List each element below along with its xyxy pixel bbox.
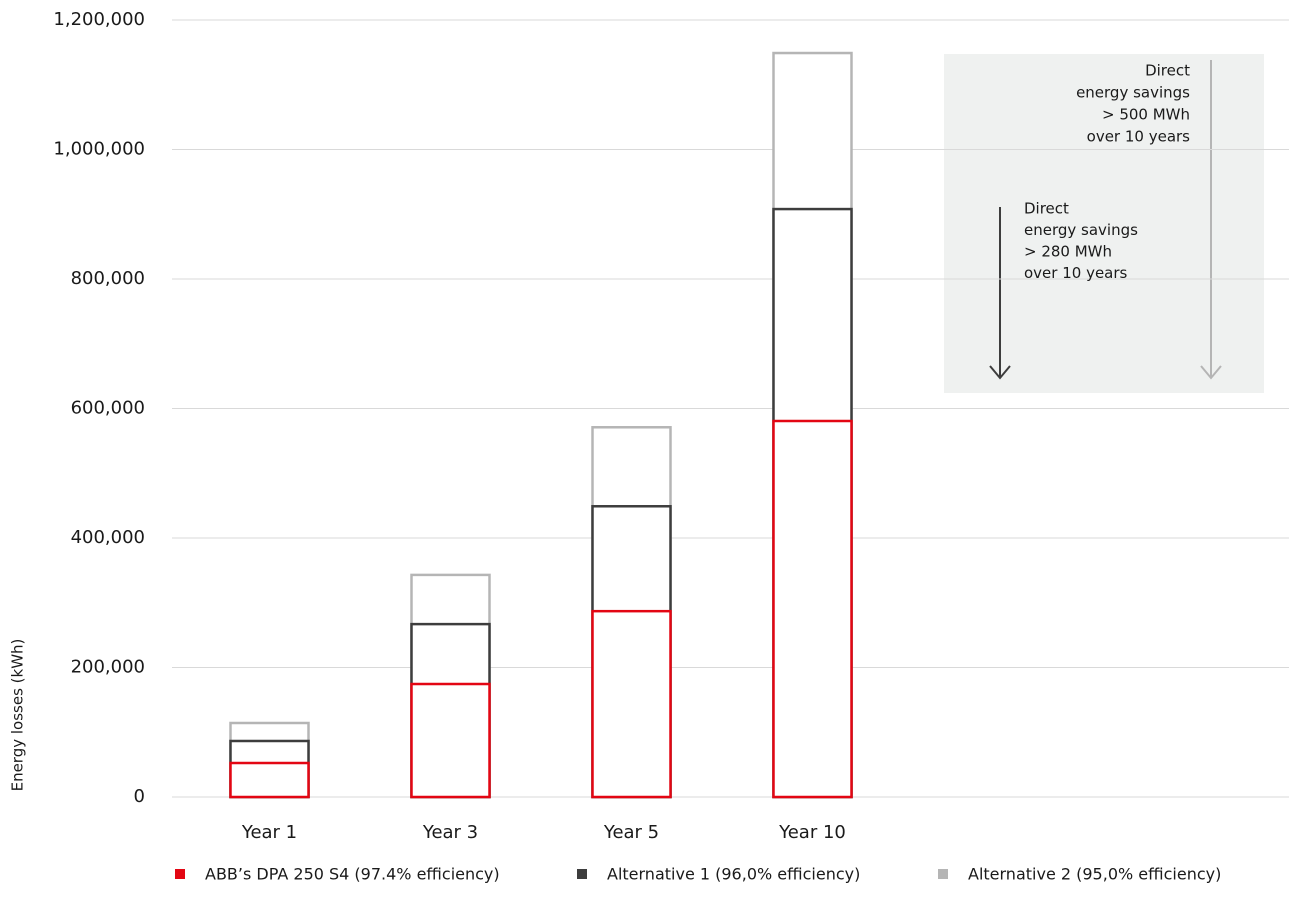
y-tick-label: 600,000 xyxy=(71,398,145,419)
annotation-text: > 500 MWh xyxy=(1102,106,1190,124)
annotation-text: over 10 years xyxy=(1024,264,1128,282)
arrow-light xyxy=(1200,60,1222,380)
annotation-text: Direct xyxy=(1024,200,1069,218)
legend-label: Alternative 1 (96,0% efficiency) xyxy=(607,865,860,884)
bar xyxy=(591,609,672,799)
y-axis-label: Energy losses (kWh) xyxy=(9,639,27,792)
bar xyxy=(772,419,853,799)
annotation-text: Direct xyxy=(1145,62,1190,80)
y-tick-label: 1,000,000 xyxy=(53,139,145,160)
annotation-text: energy savings xyxy=(1024,221,1138,239)
legend-label: ABB’s DPA 250 S4 (97.4% efficiency) xyxy=(205,865,500,884)
legend-swatch xyxy=(938,869,948,879)
legend-label: Alternative 2 (95,0% efficiency) xyxy=(968,865,1221,884)
y-tick-label: 0 xyxy=(134,786,145,807)
annotation-text: energy savings xyxy=(1076,84,1190,102)
bar xyxy=(229,761,310,799)
annotation-text: over 10 years xyxy=(1087,128,1191,146)
y-tick-label: 800,000 xyxy=(71,268,145,289)
legend-swatch xyxy=(175,869,185,879)
arrow-dark xyxy=(989,207,1011,380)
bar xyxy=(410,682,491,799)
y-tick-label: 200,000 xyxy=(71,657,145,678)
y-tick-label: 400,000 xyxy=(71,527,145,548)
x-tick-label: Year 5 xyxy=(603,822,659,843)
x-tick-label: Year 1 xyxy=(241,822,297,843)
annotation-text: > 280 MWh xyxy=(1024,243,1112,261)
x-tick-label: Year 3 xyxy=(422,822,478,843)
x-tick-label: Year 10 xyxy=(778,822,846,843)
y-tick-label: 1,200,000 xyxy=(53,9,145,30)
legend-swatch xyxy=(577,869,587,879)
